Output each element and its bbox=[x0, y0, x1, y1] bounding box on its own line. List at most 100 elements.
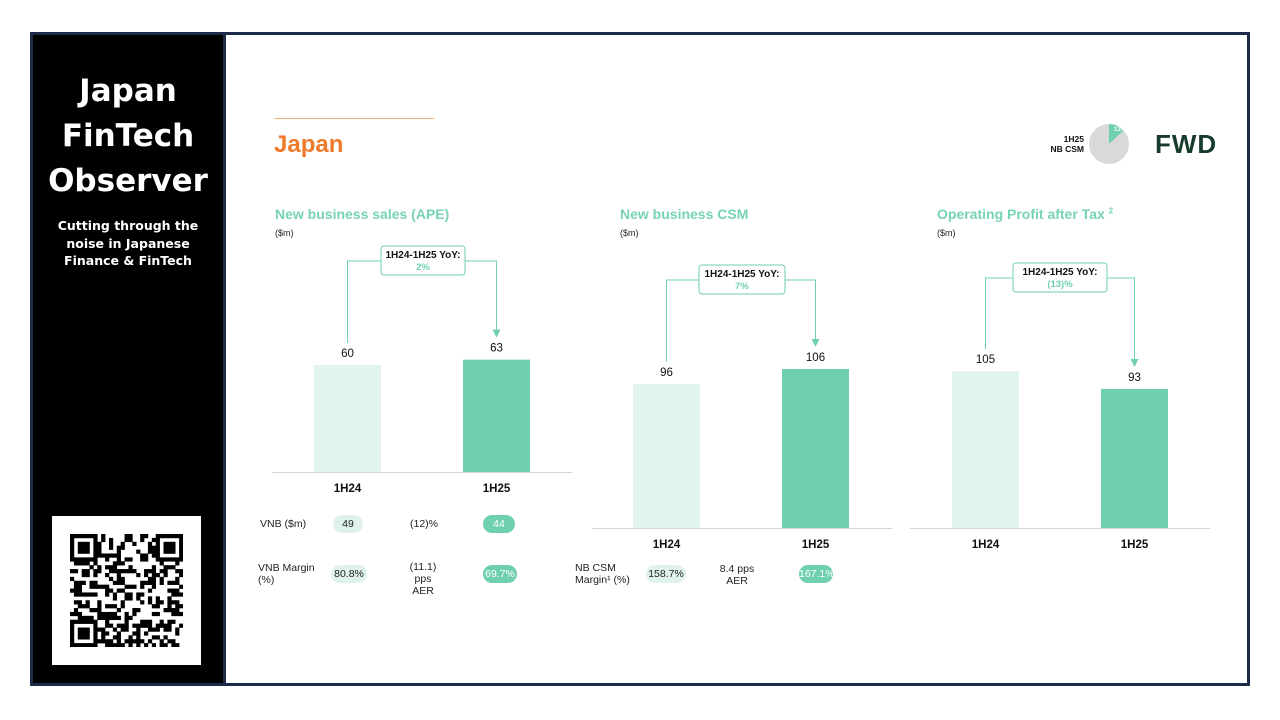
qr-module bbox=[70, 635, 75, 640]
qr-module bbox=[112, 596, 118, 601]
qr-module bbox=[136, 631, 141, 636]
bar-1h25 bbox=[1101, 388, 1168, 528]
qr-module bbox=[116, 580, 121, 585]
yoy-connector-right bbox=[1107, 277, 1139, 367]
panel-title-csm: New business CSM bbox=[620, 206, 749, 222]
qr-module bbox=[93, 537, 98, 543]
qr-module bbox=[93, 627, 98, 632]
panel-unit-csm: ($m) bbox=[620, 228, 639, 238]
qr-module bbox=[93, 639, 98, 644]
qr-module bbox=[163, 643, 168, 647]
x-tick-label: 1H24 bbox=[972, 539, 1000, 551]
vnb-margin-label: VNB Margin (%) bbox=[258, 562, 315, 586]
qr-module bbox=[155, 553, 160, 558]
qr-module bbox=[167, 541, 172, 546]
qr-module bbox=[140, 619, 145, 624]
qr-module bbox=[101, 615, 106, 621]
qr-module bbox=[112, 643, 118, 647]
qr-module bbox=[108, 537, 114, 543]
yoy-box bbox=[698, 264, 786, 295]
qr-module bbox=[128, 537, 133, 543]
qr-module bbox=[120, 627, 125, 632]
qr-module bbox=[108, 569, 114, 574]
qr-module bbox=[97, 553, 102, 558]
qr-module bbox=[151, 537, 157, 543]
qr-module bbox=[105, 611, 110, 617]
qr-module bbox=[140, 580, 145, 585]
pie-label-line: NB CSM bbox=[1050, 144, 1084, 154]
vnb-margin-change-line: (11.1) pps bbox=[409, 561, 437, 585]
qr-module bbox=[175, 611, 180, 617]
qr-module bbox=[77, 615, 82, 621]
qr-module bbox=[120, 588, 125, 593]
bar-1h24 bbox=[314, 365, 381, 472]
qr-module bbox=[81, 627, 86, 632]
qr-module bbox=[89, 580, 94, 585]
qr-module bbox=[175, 631, 180, 636]
qr-module bbox=[163, 569, 168, 574]
qr-module bbox=[89, 592, 94, 597]
qr-module bbox=[70, 557, 75, 562]
qr-module bbox=[112, 553, 118, 558]
qr-module bbox=[101, 639, 106, 644]
yoy-connector-right bbox=[465, 260, 501, 338]
qr-module bbox=[81, 557, 86, 562]
qr-module bbox=[167, 619, 172, 624]
qr-module bbox=[144, 572, 149, 578]
qr-module bbox=[81, 569, 86, 574]
panel-title-ape: New business sales (APE) bbox=[275, 206, 450, 222]
qr-module bbox=[167, 549, 172, 554]
qr-module bbox=[179, 572, 183, 578]
qr-module bbox=[73, 561, 79, 566]
qr-module bbox=[89, 584, 94, 589]
qr-module bbox=[147, 600, 153, 605]
qr-module bbox=[163, 549, 168, 554]
qr-module bbox=[167, 557, 172, 562]
qr-code[interactable] bbox=[52, 516, 201, 665]
qr-module bbox=[159, 639, 164, 644]
qr-module bbox=[124, 569, 129, 574]
vnb-current-pill: 44 bbox=[483, 515, 515, 533]
qr-module bbox=[124, 615, 129, 621]
qr-module bbox=[116, 549, 121, 554]
qr-module bbox=[108, 611, 114, 617]
qr-module bbox=[147, 627, 153, 632]
qr-module bbox=[163, 534, 168, 539]
qr-module bbox=[140, 553, 145, 558]
qr-module bbox=[85, 545, 90, 550]
qr-module bbox=[151, 627, 157, 632]
qr-module bbox=[73, 588, 79, 593]
qr-module bbox=[81, 545, 86, 550]
qr-module bbox=[124, 623, 129, 628]
qr-module bbox=[93, 545, 98, 550]
qr-module bbox=[105, 553, 110, 558]
qr-module bbox=[128, 557, 133, 562]
vnb-prior-pill: 49 bbox=[333, 515, 363, 533]
x-tick-label: 1H25 bbox=[483, 483, 511, 495]
yoy-label: 1H24-1H25 YoY: bbox=[1022, 267, 1097, 278]
qr-module bbox=[128, 639, 133, 644]
qr-module bbox=[70, 639, 75, 644]
yoy-connector-right bbox=[785, 279, 820, 347]
qr-module bbox=[167, 639, 172, 644]
qr-module bbox=[70, 631, 75, 636]
qr-module bbox=[167, 623, 172, 628]
pie-label-line: 1H25 bbox=[1063, 134, 1084, 144]
panel-unit-ape: ($m) bbox=[275, 228, 294, 238]
qr-module bbox=[116, 635, 121, 640]
qr-module bbox=[128, 569, 133, 574]
qr-module bbox=[163, 623, 168, 628]
qr-module bbox=[73, 608, 79, 613]
qr-module bbox=[97, 584, 102, 589]
qr-module bbox=[116, 631, 121, 636]
qr-module bbox=[179, 553, 183, 558]
qr-module bbox=[112, 565, 118, 570]
qr-module bbox=[97, 639, 102, 644]
qr-module bbox=[112, 627, 118, 632]
qr-module bbox=[105, 565, 110, 570]
qr-module bbox=[85, 627, 90, 632]
qr-module bbox=[144, 643, 149, 647]
qr-module bbox=[108, 541, 114, 546]
panel-title-opat-sup: 2 bbox=[1108, 206, 1114, 216]
qr-module bbox=[89, 643, 94, 647]
